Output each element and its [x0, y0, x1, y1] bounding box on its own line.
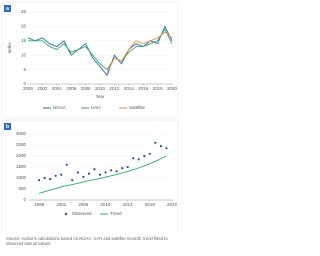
y-tick-label: 0: [23, 81, 26, 86]
x-tick-label: 2010: [95, 86, 106, 91]
data-point: [143, 154, 146, 158]
x-tick-label: 2010: [101, 202, 112, 207]
x-tick-label: 2008: [81, 86, 92, 91]
data-point: [148, 152, 151, 155]
y-tick-label: 25: [21, 9, 27, 14]
x-tick-label: 2004: [52, 86, 63, 91]
panel-frame: [1, 1, 179, 119]
data-point: [109, 169, 113, 172]
y-tick-label: 2500: [16, 142, 27, 147]
series-line: [27, 25, 173, 77]
data-point: [121, 167, 124, 170]
x-tick-label: 2018: [153, 86, 164, 91]
panel-label-box: [4, 5, 11, 12]
data-point: [82, 175, 85, 178]
panel-label: a: [6, 6, 9, 12]
legend-label: Observed: [72, 211, 92, 216]
caption: Source: Author's calculations based on N…: [6, 236, 168, 246]
data-point: [43, 176, 46, 180]
y-tick-label: 0: [23, 197, 26, 202]
data-point: [154, 141, 157, 144]
series-line: [106, 31, 173, 73]
panel-label-box: [4, 123, 11, 130]
x-tick-label: 2014: [124, 86, 135, 91]
legend-label: NOAA: [53, 105, 66, 110]
y-axis-label: Index: [7, 42, 12, 54]
data-point: [115, 170, 118, 173]
data-point: [165, 147, 168, 150]
data-point: [159, 145, 163, 148]
data-point: [76, 171, 79, 174]
page: {"chart_data": [ {"type": "line", "panel…: [1, 1, 179, 246]
y-tick-label: 3000: [16, 131, 27, 136]
y-tick-label: 2000: [16, 153, 27, 158]
y-tick-label: 1000: [16, 175, 27, 180]
x-tick-label: 2018: [145, 202, 156, 207]
data-point: [132, 157, 135, 160]
data-point: [93, 168, 96, 171]
x-tick-label: 2022: [167, 202, 178, 207]
series-line: [28, 28, 173, 71]
legend-swatch: [64, 212, 68, 216]
x-tick-label: 2020: [167, 86, 178, 91]
y-tick-label: 20: [21, 24, 27, 29]
x-tick-label: 2002: [37, 86, 48, 91]
x-tick-label: 2006: [66, 86, 77, 91]
y-tick-label: 5: [23, 67, 26, 72]
data-point: [126, 165, 129, 169]
data-point: [104, 171, 107, 174]
x-tick-label: 2006: [78, 202, 89, 207]
legend-label: Trend: [110, 211, 122, 216]
legend-label: Satellite: [129, 105, 146, 110]
x-tick-label: 2000: [23, 86, 34, 91]
data-point: [54, 174, 57, 177]
x-tick-label: 2016: [138, 86, 149, 91]
data-point: [87, 172, 91, 175]
data-point: [71, 179, 74, 182]
legend-label: UAH: [91, 105, 101, 110]
data-point: [49, 178, 52, 181]
series-line: [38, 155, 167, 194]
data-point: [65, 163, 68, 166]
data-point: [98, 173, 102, 176]
x-tick-label: 2002: [56, 202, 67, 207]
x-tick-label: 2012: [109, 86, 120, 91]
panel-label: b: [6, 124, 9, 130]
x-tick-label: 1998: [34, 202, 45, 207]
x-axis-label: Year: [95, 94, 105, 99]
data-point: [137, 158, 140, 161]
y-tick-label: 500: [18, 186, 26, 191]
panel-frame: [1, 119, 179, 232]
y-tick-label: 15: [21, 38, 27, 43]
y-tick-label: 1500: [16, 164, 27, 169]
data-point: [37, 179, 41, 182]
x-tick-label: 2014: [123, 202, 134, 207]
data-point: [60, 173, 63, 176]
y-tick-label: 10: [21, 52, 27, 57]
